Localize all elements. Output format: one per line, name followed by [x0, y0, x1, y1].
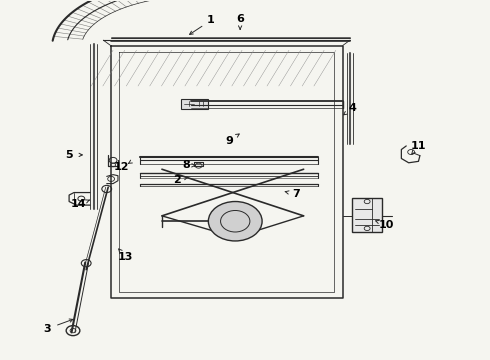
Text: 14: 14	[71, 199, 87, 210]
Text: 8: 8	[182, 160, 190, 170]
Text: 1: 1	[207, 15, 215, 26]
FancyBboxPatch shape	[181, 99, 208, 109]
Text: 11: 11	[411, 141, 426, 151]
Text: 7: 7	[293, 189, 300, 199]
Text: 6: 6	[236, 14, 244, 24]
Text: 12: 12	[114, 162, 130, 172]
Text: 3: 3	[43, 324, 51, 334]
Text: 4: 4	[348, 103, 356, 113]
Text: 9: 9	[225, 136, 233, 145]
Text: 2: 2	[172, 175, 180, 185]
Text: 10: 10	[379, 220, 394, 230]
Circle shape	[208, 202, 262, 241]
Text: 5: 5	[65, 150, 73, 160]
Text: 13: 13	[118, 252, 133, 262]
FancyBboxPatch shape	[352, 198, 382, 232]
